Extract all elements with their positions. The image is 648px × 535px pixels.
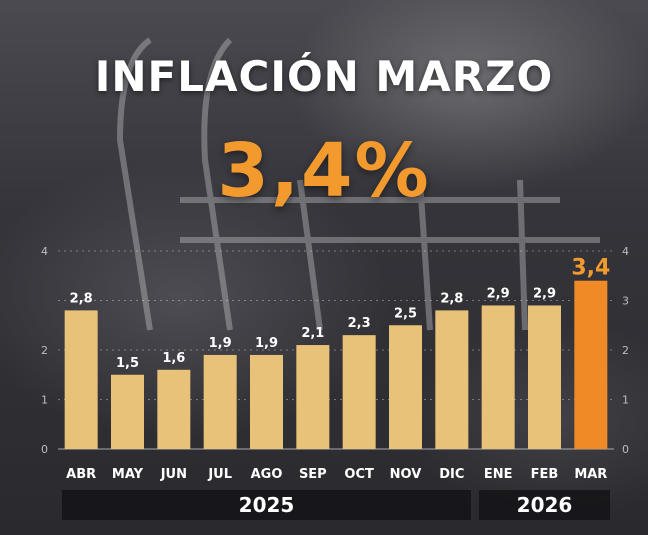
x-tick-label: OCT <box>344 467 374 482</box>
bar-feb <box>528 305 561 449</box>
headline-inflation-value: 3,4% <box>217 128 431 214</box>
right-y-tick-label: 3 <box>622 295 629 308</box>
x-tick-label: MAY <box>112 467 144 482</box>
x-tick-label: DIC <box>439 467 464 482</box>
bar-value-label: 2,1 <box>301 326 324 341</box>
bar-value-label: 1,9 <box>255 336 278 351</box>
x-tick-label: JUN <box>160 467 187 482</box>
bar-value-label: 3,4 <box>571 256 610 281</box>
year-band-2025: 2025 <box>62 490 471 520</box>
x-tick-label: SEP <box>299 467 327 482</box>
bar-value-label: 2,8 <box>70 291 93 306</box>
bar-sep <box>296 345 330 449</box>
right-y-tick-label: 2 <box>622 344 629 357</box>
bar-jun <box>157 369 191 449</box>
x-tick-label: AGO <box>251 467 283 482</box>
bar-value-label: 1,5 <box>116 356 139 371</box>
bar-nov <box>389 325 422 449</box>
x-tick-label: FEB <box>531 467 559 482</box>
page-title: INFLACIÓN MARZO <box>94 52 554 101</box>
bar-value-label: 1,9 <box>209 336 232 351</box>
year-band-2026: 2026 <box>479 490 610 520</box>
left-y-tick-label: 1 <box>41 394 48 407</box>
x-tick-label: MAR <box>574 467 607 482</box>
bar-value-label: 2,3 <box>348 316 371 331</box>
x-tick-label: ABR <box>66 467 96 482</box>
bar-value-label: 2,9 <box>487 286 510 301</box>
x-tick-label: ENE <box>484 467 513 482</box>
bar-ago <box>250 354 283 449</box>
bar-ene <box>481 305 515 449</box>
bar-may <box>111 374 144 449</box>
x-tick-label: JUL <box>207 467 232 482</box>
bar-value-label: 2,9 <box>533 286 556 301</box>
left-y-tick-label: 2 <box>41 344 48 357</box>
right-y-tick-label: 4 <box>622 245 629 258</box>
left-y-tick-label: 0 <box>41 443 48 456</box>
left-y-tick-label: 4 <box>41 245 48 258</box>
bar-value-label: 1,6 <box>162 351 185 366</box>
right-y-tick-label: 0 <box>622 443 629 456</box>
bar-oct <box>342 335 376 449</box>
bar-abr <box>64 310 98 449</box>
bar-value-label: 2,8 <box>440 291 463 306</box>
bar-jul <box>203 354 237 449</box>
bar-mar <box>574 280 608 449</box>
right-y-tick-label: 1 <box>622 394 629 407</box>
bar-value-label: 2,5 <box>394 306 417 321</box>
x-tick-label: NOV <box>390 467 422 482</box>
bar-dic <box>435 310 469 449</box>
